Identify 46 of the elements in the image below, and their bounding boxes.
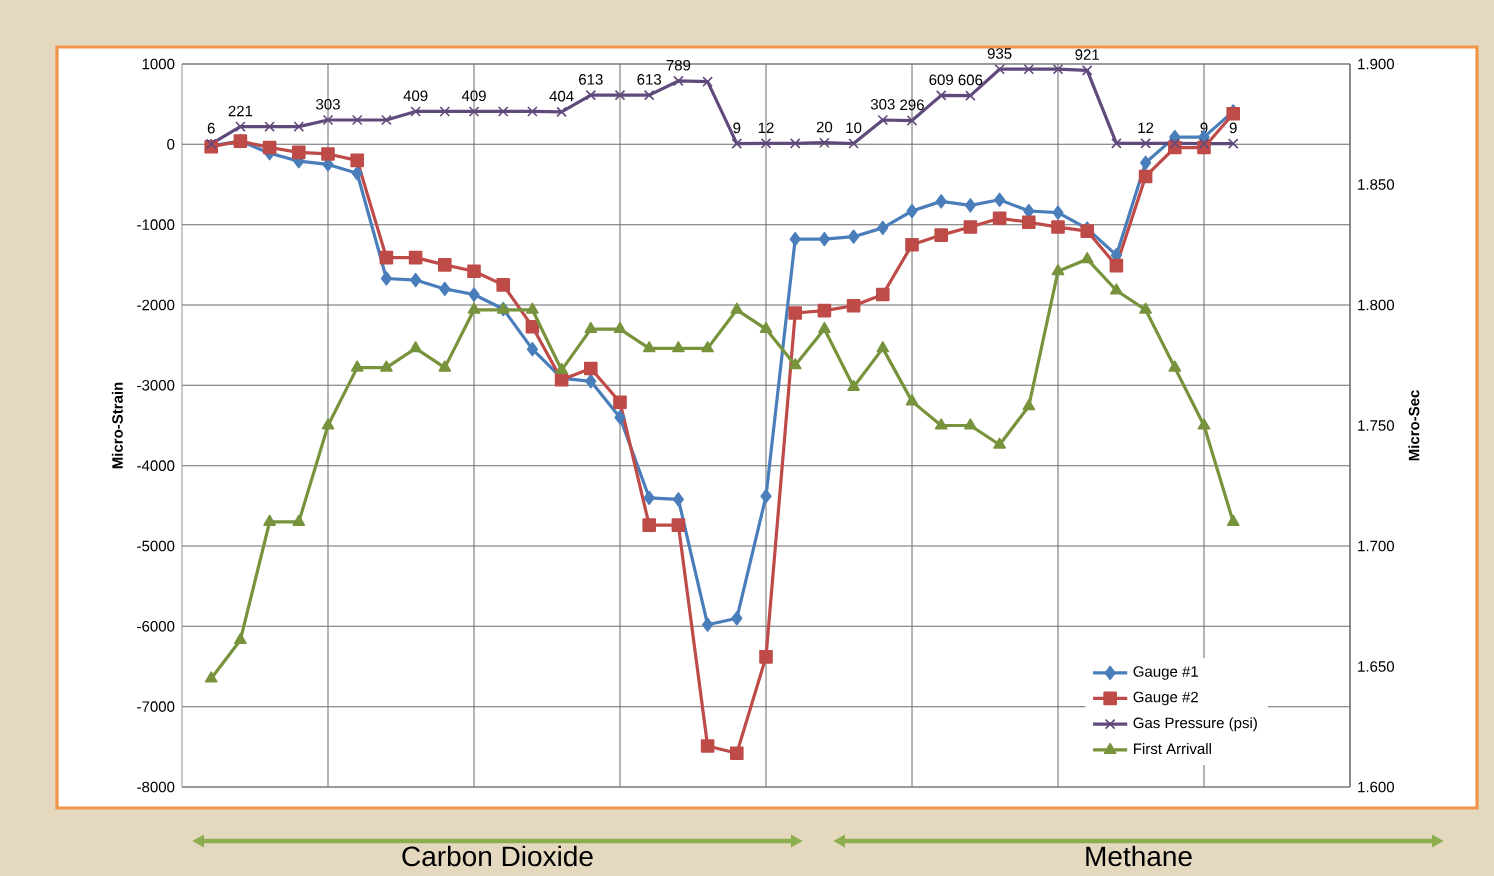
- data-label: 789: [666, 59, 691, 71]
- data-label: 12: [1138, 122, 1154, 133]
- data-label: 613: [579, 74, 603, 85]
- y-tick-label: -6000: [137, 621, 175, 632]
- data-label: 6: [207, 122, 215, 134]
- text: Carbon Dioxide: [402, 845, 593, 867]
- y-tick-label: -4000: [137, 460, 175, 471]
- y2-tick-label: 1.850: [1358, 179, 1395, 190]
- y-tick-label: -2000: [137, 299, 175, 311]
- data-label: 921: [1075, 49, 1099, 60]
- data-label: 409: [403, 90, 428, 102]
- y2-tick-label: 1.700: [1358, 540, 1395, 552]
- legend-label: Gauge #2: [1133, 691, 1198, 706]
- y-tick-label: -7000: [137, 701, 175, 712]
- data-label: 303: [870, 98, 895, 110]
- y2-tick-label: 1.750: [1358, 420, 1395, 431]
- data-label: 9: [1229, 122, 1237, 134]
- y-tick-label: 1000: [142, 58, 175, 70]
- y-tick-label: -5000: [137, 540, 175, 552]
- data-label: 409: [461, 90, 486, 102]
- data-label: 609: [929, 74, 953, 86]
- y2-tick-label: 1.800: [1358, 299, 1395, 311]
- y-tick-label: -3000: [137, 380, 175, 391]
- y-tick-label: -1000: [137, 219, 175, 230]
- y2-tick-label: 1.600: [1358, 781, 1395, 793]
- data-label: 606: [958, 74, 983, 86]
- text: Methane: [1086, 845, 1192, 867]
- data-label: 221: [228, 105, 253, 117]
- data-label: 10: [846, 122, 862, 134]
- data-label: 935: [987, 48, 1012, 59]
- y2-axis-title: Micro-Sec: [1408, 390, 1420, 461]
- y-axis-title: Micro-Strain: [111, 382, 123, 469]
- legend-label: Gas Pressure (psi): [1133, 717, 1257, 732]
- legend-label: Gauge #1: [1133, 666, 1198, 680]
- data-label: 303: [316, 98, 340, 110]
- y2-tick-label: 1.900: [1358, 58, 1395, 70]
- data-label: 613: [637, 74, 662, 85]
- data-label: 20: [816, 121, 833, 133]
- y2-tick-label: 1.650: [1358, 661, 1395, 672]
- data-label: 296: [900, 99, 924, 111]
- data-label: 404: [549, 90, 574, 102]
- legend-label: First Arrivall: [1134, 743, 1211, 755]
- data-label: 12: [758, 122, 774, 133]
- y-tick-label: 0: [167, 139, 175, 150]
- data-label: 9: [733, 122, 741, 134]
- y-tick-label: -8000: [137, 781, 175, 793]
